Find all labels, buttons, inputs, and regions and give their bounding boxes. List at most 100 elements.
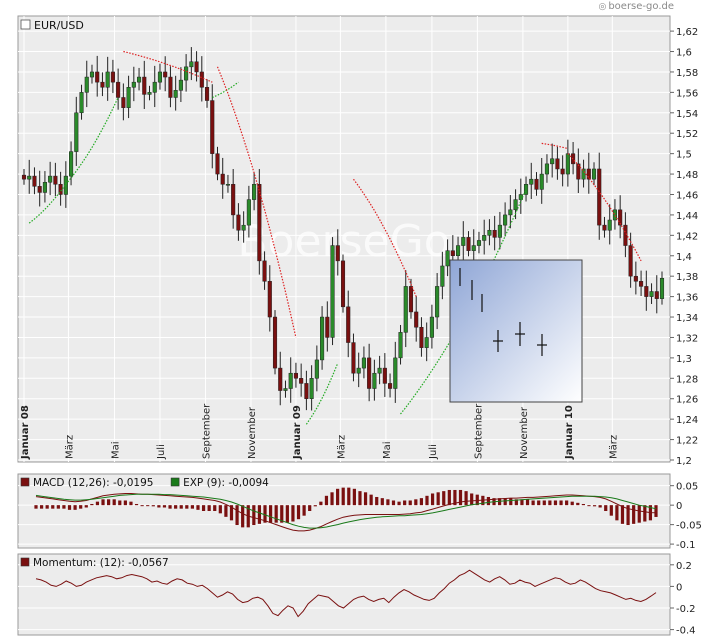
candle-up: [126, 87, 131, 108]
candle-up: [581, 168, 586, 180]
macd-histogram-bar: [257, 505, 262, 524]
candle-down: [560, 168, 565, 175]
candle-up: [184, 66, 189, 81]
candle-down: [210, 100, 215, 154]
x-tick-label: November: [519, 406, 530, 459]
macd-histogram-bar: [604, 505, 608, 511]
y-tick-label: 1,22: [676, 436, 698, 447]
parabolic-sar-down: [216, 66, 297, 338]
macd-histogram-bar: [67, 505, 72, 510]
x-tick-label: Januar 09: [292, 405, 303, 460]
macd-histogram-bar: [592, 505, 597, 507]
y-tick-label: 1,44: [676, 211, 698, 222]
macd-histogram-bar: [436, 492, 440, 506]
macd-histogram-bar: [224, 505, 228, 517]
macd-histogram-bar: [235, 505, 239, 526]
y-tick-label: 1,24: [676, 415, 698, 426]
macd-histogram-bar: [107, 499, 111, 506]
legend-swatch: [170, 477, 180, 487]
x-tick-label: März: [64, 435, 75, 459]
macd-histogram-bar: [151, 505, 155, 507]
parabolic-sar-up: [305, 362, 339, 425]
momentum-chart[interactable]: 0.2 0 -0.2 -0.4 Momentum: (12): -0,0567: [10, 552, 710, 637]
y-tick-label: 1,52: [676, 129, 698, 140]
candle-down: [299, 378, 304, 384]
parabolic-sar-up: [28, 183, 67, 224]
macd-histogram-bar: [285, 505, 289, 523]
price-chart[interactable]: BoerseGo 1,62 1,6 1,58 1,56 1,54 1,52 1,5 1,48 1,…: [10, 14, 710, 467]
candle-down: [325, 316, 330, 338]
macd-histogram-bar: [458, 489, 463, 506]
candle-down: [346, 306, 351, 343]
y-tick-label: 0.2: [676, 561, 692, 572]
macd-chart[interactable]: 0.05 0 -0.05 -0.1 MACD (12,26): -0,0195 EXP (…: [10, 472, 710, 551]
macd-histogram-bar: [90, 503, 94, 506]
y-tick-label: 1,4: [676, 252, 692, 263]
candle-up: [429, 316, 434, 338]
candle-down: [204, 87, 210, 101]
signal-line: [35, 493, 657, 529]
candle-down: [199, 71, 204, 88]
candle-up: [356, 367, 361, 374]
macd-histogram-bar: [447, 489, 451, 506]
candle-down: [492, 229, 497, 238]
macd-histogram-bar: [190, 505, 194, 509]
candle-down: [194, 61, 199, 73]
candle-down: [388, 383, 393, 389]
macd-histogram-bar: [464, 491, 468, 506]
macd-histogram-bar: [201, 505, 206, 511]
candle-up: [246, 199, 251, 226]
x-tick-label: Januar 10: [564, 405, 575, 460]
macd-histogram-bar: [559, 500, 563, 506]
candle-up: [89, 71, 95, 78]
macd-histogram-bar: [553, 500, 558, 506]
brand-watermark[interactable]: ◎ boerse-go.de: [598, 1, 674, 12]
candle-up: [74, 112, 79, 152]
y-tick-label: 1,36: [676, 293, 698, 304]
candle-up: [27, 175, 32, 180]
candle-up: [607, 219, 612, 231]
parabolic-sar-down: [567, 153, 642, 262]
candle-up: [283, 388, 288, 391]
x-tick-label: März: [608, 435, 619, 459]
candle-up: [131, 81, 136, 88]
candle-down: [293, 372, 298, 379]
macd-histogram-bar: [386, 499, 390, 506]
macd-histogram-bar: [34, 505, 38, 509]
candle-down: [450, 250, 455, 257]
y-tick-label: 1,6: [676, 48, 692, 59]
candle-down: [335, 245, 340, 262]
candle-up: [440, 265, 445, 287]
macd-histogram-bar: [570, 501, 574, 506]
candle-down: [272, 316, 278, 369]
circle-logo-icon: ◎: [598, 2, 607, 12]
macd-histogram-bar: [470, 493, 474, 506]
candle-down: [644, 286, 649, 297]
macd-histogram-bar: [408, 500, 412, 506]
y-tick-label: 1,54: [676, 109, 698, 120]
candle-up: [398, 332, 403, 359]
candle-down: [304, 383, 309, 399]
candle-down: [555, 158, 560, 170]
y-tick-label: 1,48: [676, 170, 698, 181]
candle-down: [633, 275, 638, 282]
candle-up: [445, 250, 450, 267]
macd-histogram-bar: [62, 505, 66, 509]
y-tick-label: 1,56: [676, 88, 698, 99]
brand-text: boerse-go.de: [608, 1, 674, 12]
candle-down: [628, 245, 633, 277]
macd-histogram-bar: [213, 505, 217, 511]
y-tick-label: 1,58: [676, 68, 698, 79]
macd-histogram-bar: [51, 505, 55, 509]
y-tick-label: 1,5: [676, 150, 692, 161]
candle-up: [508, 209, 513, 216]
macd-histogram-bar: [39, 505, 44, 509]
macd-histogram-bar: [414, 499, 418, 506]
x-tick-label: Juli: [156, 444, 167, 460]
y-tick-label: -0.2: [676, 604, 696, 615]
macd-histogram-bar: [548, 500, 552, 506]
candle-up: [476, 240, 482, 246]
macd-histogram-bar: [531, 500, 535, 506]
macd-histogram-bar: [430, 493, 435, 506]
candle-down: [419, 326, 424, 348]
